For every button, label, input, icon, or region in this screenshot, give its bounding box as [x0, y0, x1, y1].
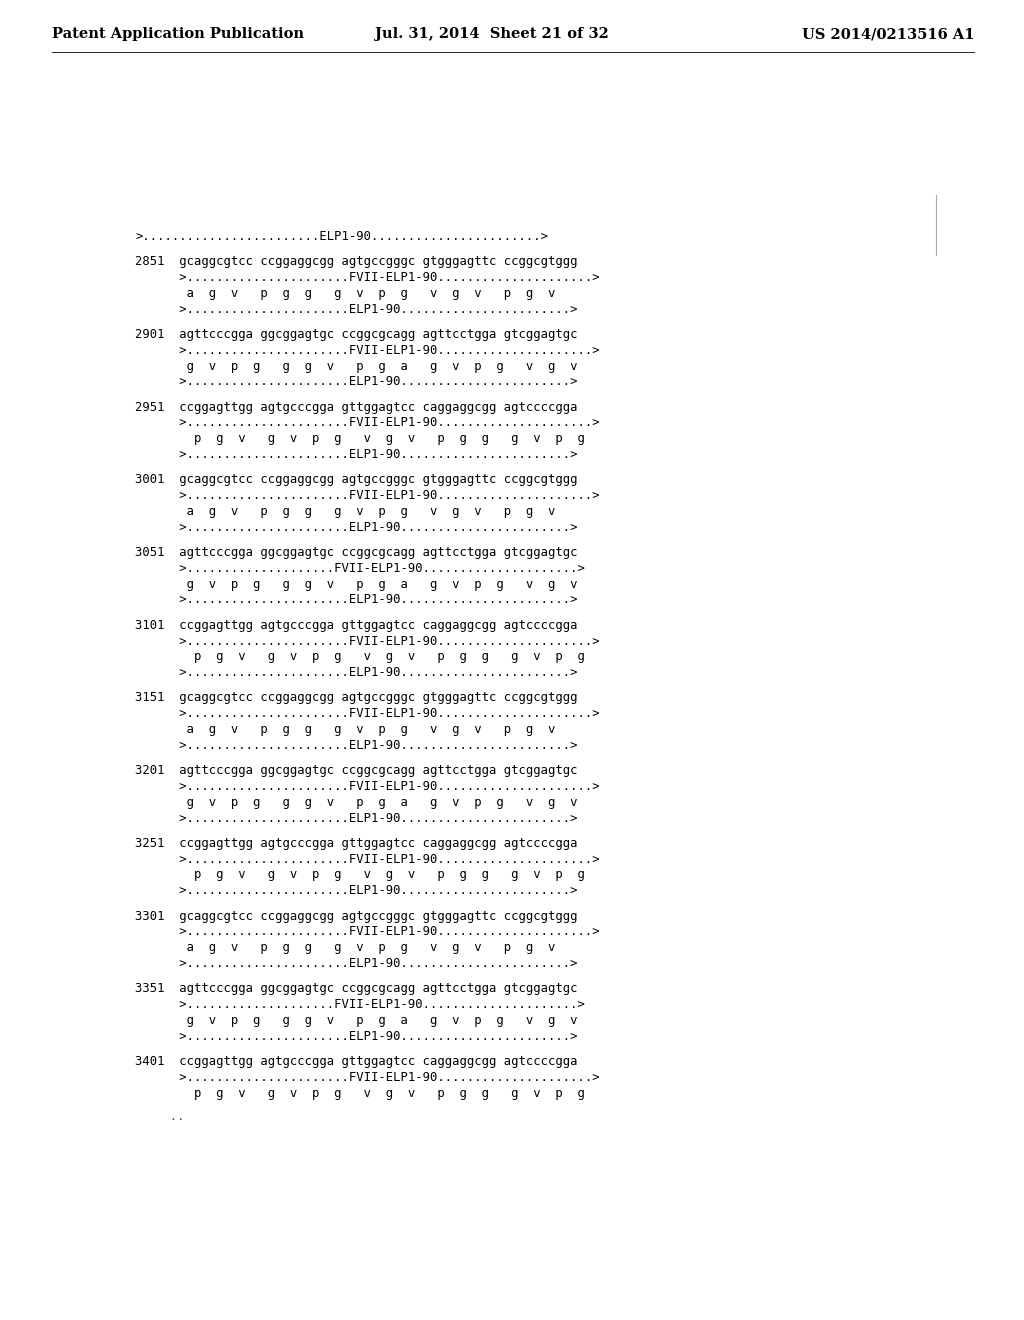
- Text: p  g  v   g  v  p  g   v  g  v   p  g  g   g  v  p  g: p g v g v p g v g v p g g g v p g: [135, 432, 585, 445]
- Text: >......................ELP1-90.......................>: >......................ELP1-90..........…: [135, 594, 578, 606]
- Text: 3151  gcaggcgtcc ccggaggcgg agtgccgggc gtgggagttc ccggcgtggg: 3151 gcaggcgtcc ccggaggcgg agtgccgggc gt…: [135, 692, 578, 705]
- Text: 3051  agttcccgga ggcggagtgc ccggcgcagg agttcctgga gtcggagtgc: 3051 agttcccgga ggcggagtgc ccggcgcagg ag…: [135, 546, 578, 560]
- Text: 3201  agttcccgga ggcggagtgc ccggcgcagg agttcctgga gtcggagtgc: 3201 agttcccgga ggcggagtgc ccggcgcagg ag…: [135, 764, 578, 777]
- Text: >......................FVII-ELP1-90.....................>: >......................FVII-ELP1-90.....…: [135, 635, 600, 648]
- Text: 2901  agttcccgga ggcggagtgc ccggcgcagg agttcctgga gtcggagtgc: 2901 agttcccgga ggcggagtgc ccggcgcagg ag…: [135, 327, 578, 341]
- Text: >......................ELP1-90.......................>: >......................ELP1-90..........…: [135, 375, 578, 388]
- Text: >......................ELP1-90.......................>: >......................ELP1-90..........…: [135, 884, 578, 898]
- Text: p  g  v   g  v  p  g   v  g  v   p  g  g   g  v  p  g: p g v g v p g v g v p g g g v p g: [135, 1086, 585, 1100]
- Text: Patent Application Publication: Patent Application Publication: [52, 26, 304, 41]
- Text: >......................ELP1-90.......................>: >......................ELP1-90..........…: [135, 957, 578, 970]
- Text: g  v  p  g   g  g  v   p  g  a   g  v  p  g   v  g  v: g v p g g g v p g a g v p g v g v: [135, 796, 578, 809]
- Text: >....................FVII-ELP1-90.....................>: >....................FVII-ELP1-90.......…: [135, 562, 585, 576]
- Text: >........................ELP1-90.......................>: >........................ELP1-90........…: [135, 230, 548, 243]
- Text: g  v  p  g   g  g  v   p  g  a   g  v  p  g   v  g  v: g v p g g g v p g a g v p g v g v: [135, 359, 578, 372]
- Text: a  g  v   p  g  g   g  v  p  g   v  g  v   p  g  v: a g v p g g g v p g v g v p g v: [135, 286, 555, 300]
- Text: >......................FVII-ELP1-90.....................>: >......................FVII-ELP1-90.....…: [135, 343, 600, 356]
- Text: >......................FVII-ELP1-90.....................>: >......................FVII-ELP1-90.....…: [135, 708, 600, 721]
- Text: >......................ELP1-90.......................>: >......................ELP1-90..........…: [135, 447, 578, 461]
- Text: a  g  v   p  g  g   g  v  p  g   v  g  v   p  g  v: a g v p g g g v p g v g v p g v: [135, 941, 555, 954]
- Text: 3251  ccggagttgg agtgcccgga gttggagtcc caggaggcgg agtccccgga: 3251 ccggagttgg agtgcccgga gttggagtcc ca…: [135, 837, 578, 850]
- Text: >......................FVII-ELP1-90.....................>: >......................FVII-ELP1-90.....…: [135, 780, 600, 793]
- Text: >......................FVII-ELP1-90.....................>: >......................FVII-ELP1-90.....…: [135, 490, 600, 502]
- Text: 3351  agttcccgga ggcggagtgc ccggcgcagg agttcctgga gtcggagtgc: 3351 agttcccgga ggcggagtgc ccggcgcagg ag…: [135, 982, 578, 995]
- Text: >......................ELP1-90.......................>: >......................ELP1-90..........…: [135, 812, 578, 825]
- Text: >......................ELP1-90.......................>: >......................ELP1-90..........…: [135, 739, 578, 752]
- Text: g  v  p  g   g  g  v   p  g  a   g  v  p  g   v  g  v: g v p g g g v p g a g v p g v g v: [135, 578, 578, 590]
- Text: p  g  v   g  v  p  g   v  g  v   p  g  g   g  v  p  g: p g v g v p g v g v p g g g v p g: [135, 869, 585, 882]
- Text: US 2014/0213516 A1: US 2014/0213516 A1: [802, 26, 974, 41]
- Text: 3101  ccggagttgg agtgcccgga gttggagtcc caggaggcgg agtccccgga: 3101 ccggagttgg agtgcccgga gttggagtcc ca…: [135, 619, 578, 632]
- Text: 3001  gcaggcgtcc ccggaggcgg agtgccgggc gtgggagttc ccggcgtggg: 3001 gcaggcgtcc ccggaggcgg agtgccgggc gt…: [135, 474, 578, 486]
- Text: >....................FVII-ELP1-90.....................>: >....................FVII-ELP1-90.......…: [135, 998, 585, 1011]
- Text: a  g  v   p  g  g   g  v  p  g   v  g  v   p  g  v: a g v p g g g v p g v g v p g v: [135, 506, 555, 517]
- Text: >......................FVII-ELP1-90.....................>: >......................FVII-ELP1-90.....…: [135, 925, 600, 939]
- Text: 2851  gcaggcgtcc ccggaggcgg agtgccgggc gtgggagttc ccggcgtggg: 2851 gcaggcgtcc ccggaggcgg agtgccgggc gt…: [135, 255, 578, 268]
- Text: >......................FVII-ELP1-90.....................>: >......................FVII-ELP1-90.....…: [135, 417, 600, 429]
- Text: Jul. 31, 2014  Sheet 21 of 32: Jul. 31, 2014 Sheet 21 of 32: [375, 26, 608, 41]
- Text: >......................FVII-ELP1-90.....................>: >......................FVII-ELP1-90.....…: [135, 853, 600, 866]
- Text: a  g  v   p  g  g   g  v  p  g   v  g  v   p  g  v: a g v p g g g v p g v g v p g v: [135, 723, 555, 737]
- Text: >......................ELP1-90.......................>: >......................ELP1-90..........…: [135, 302, 578, 315]
- Text: >......................ELP1-90.......................>: >......................ELP1-90..........…: [135, 667, 578, 680]
- Text: 3401  ccggagttgg agtgcccgga gttggagtcc caggaggcgg agtccccgga: 3401 ccggagttgg agtgcccgga gttggagtcc ca…: [135, 1055, 578, 1068]
- Text: 3301  gcaggcgtcc ccggaggcgg agtgccgggc gtgggagttc ccggcgtggg: 3301 gcaggcgtcc ccggaggcgg agtgccgggc gt…: [135, 909, 578, 923]
- Text: p  g  v   g  v  p  g   v  g  v   p  g  g   g  v  p  g: p g v g v p g v g v p g g g v p g: [135, 651, 585, 664]
- Text: >......................ELP1-90.......................>: >......................ELP1-90..........…: [135, 521, 578, 533]
- Text: >......................ELP1-90.......................>: >......................ELP1-90..........…: [135, 1030, 578, 1043]
- Text: >......................FVII-ELP1-90.....................>: >......................FVII-ELP1-90.....…: [135, 271, 600, 284]
- Text: ..: ..: [155, 1110, 184, 1123]
- Text: >......................FVII-ELP1-90.....................>: >......................FVII-ELP1-90.....…: [135, 1071, 600, 1084]
- Text: g  v  p  g   g  g  v   p  g  a   g  v  p  g   v  g  v: g v p g g g v p g a g v p g v g v: [135, 1014, 578, 1027]
- Text: 2951  ccggagttgg agtgcccgga gttggagtcc caggaggcgg agtccccgga: 2951 ccggagttgg agtgcccgga gttggagtcc ca…: [135, 401, 578, 413]
